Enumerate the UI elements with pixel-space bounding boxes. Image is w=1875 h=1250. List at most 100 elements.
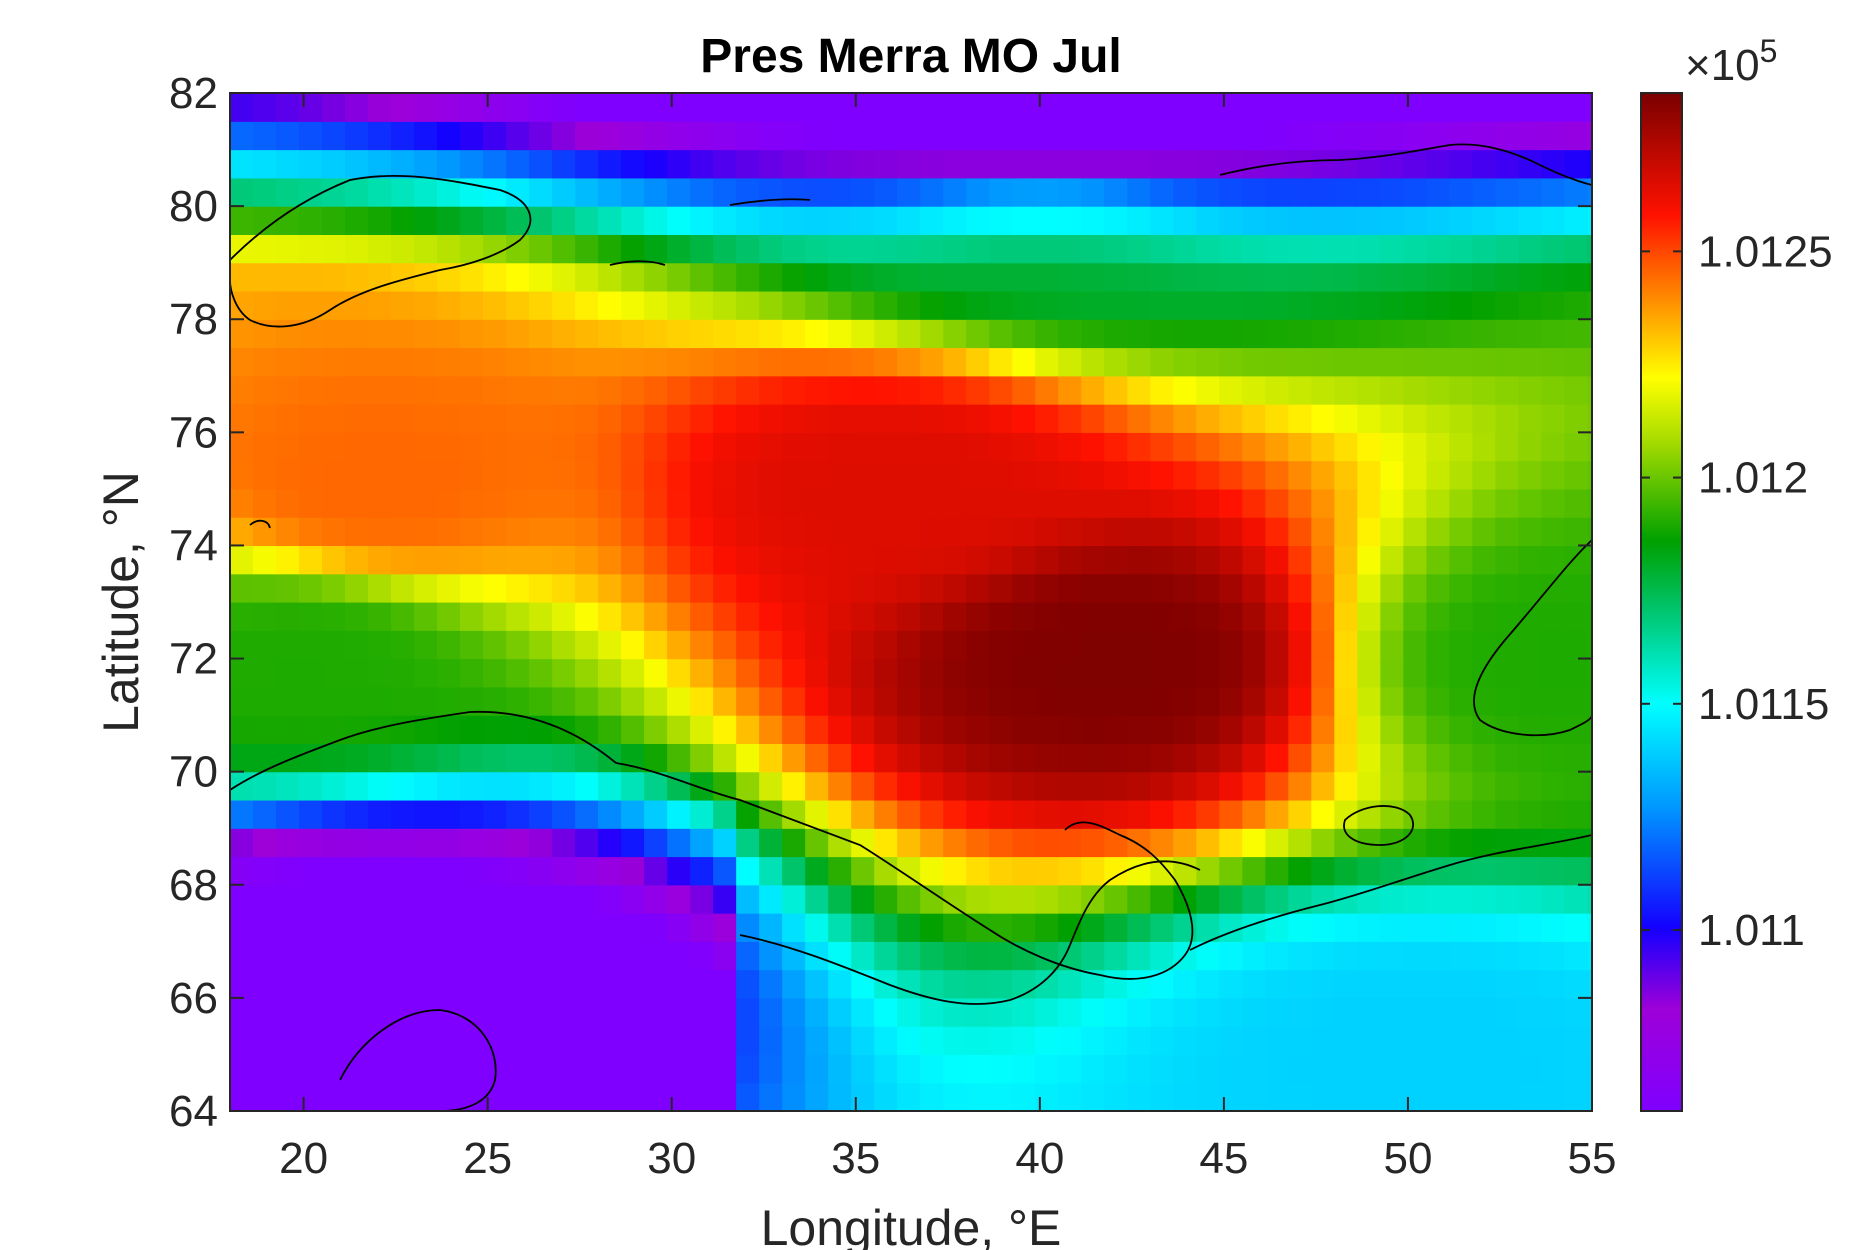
heatmap-cell <box>1495 573 1519 603</box>
heatmap-cell <box>483 460 507 490</box>
heatmap-cell <box>1219 234 1243 264</box>
heatmap-cell <box>1081 913 1105 942</box>
heatmap-cell <box>276 545 300 575</box>
heatmap-cell <box>1518 715 1542 744</box>
heatmap-cell <box>713 206 737 235</box>
heatmap-cell <box>966 347 990 377</box>
heatmap-cell <box>943 771 967 801</box>
heatmap-cell <box>989 1082 1013 1111</box>
heatmap-cell <box>1357 234 1381 264</box>
heatmap-cell <box>1265 121 1289 151</box>
heatmap-cell <box>713 602 737 631</box>
heatmap-cell <box>1219 828 1243 858</box>
heatmap-cell <box>943 573 967 603</box>
heatmap-cell <box>276 1082 300 1111</box>
heatmap-cell <box>943 177 967 207</box>
heatmap-cell <box>805 93 829 122</box>
heatmap-cell <box>805 715 829 744</box>
heatmap-cell <box>782 969 806 999</box>
heatmap-cell <box>460 573 484 603</box>
heatmap-cell <box>1104 1082 1128 1111</box>
coastline-island-north <box>729 198 811 206</box>
heatmap-cell <box>460 347 484 377</box>
heatmap-cell <box>989 347 1013 377</box>
heatmap-cell <box>920 884 944 914</box>
heatmap-cell <box>437 404 461 433</box>
heatmap-cell <box>1541 488 1565 518</box>
heatmap-cell <box>1518 177 1542 207</box>
coastline-novaya-zemlya <box>1473 539 1592 737</box>
heatmap-cell <box>414 375 438 405</box>
heatmap-cell <box>644 1054 668 1084</box>
heatmap-cell <box>368 686 392 716</box>
heatmap-cell <box>1564 1026 1588 1056</box>
heatmap-cell <box>598 319 622 349</box>
heatmap-cell <box>1541 93 1565 122</box>
heatmap-cell <box>460 913 484 942</box>
heatmap-cell <box>1357 658 1381 688</box>
heatmap-cell <box>1541 290 1565 320</box>
heatmap-cell <box>460 319 484 349</box>
heatmap-cell <box>368 913 392 942</box>
heatmap-cell <box>782 177 806 207</box>
heatmap-cell <box>1173 347 1197 377</box>
heatmap-cell <box>759 404 783 433</box>
heatmap-cell <box>805 432 829 462</box>
heatmap-cell <box>828 290 852 320</box>
heatmap-cell <box>276 856 300 886</box>
heatmap-cell <box>414 715 438 744</box>
heatmap-cell <box>1058 488 1082 518</box>
heatmap-cell <box>1242 262 1266 292</box>
heatmap-cell <box>230 432 254 462</box>
heatmap-cell <box>667 517 691 547</box>
heatmap-cell <box>828 1082 852 1111</box>
heatmap-cell <box>598 630 622 660</box>
heatmap-cell <box>897 234 921 264</box>
heatmap-cell <box>1196 290 1220 320</box>
heatmap-cell <box>460 715 484 744</box>
heatmap-cell <box>1495 1026 1519 1056</box>
heatmap-cell <box>644 460 668 490</box>
heatmap-cell <box>253 347 277 377</box>
heatmap-cell <box>368 969 392 999</box>
heatmap-cell <box>1288 913 1312 942</box>
heatmap-cell <box>989 545 1013 575</box>
heatmap-cell <box>966 913 990 942</box>
heatmap-cell <box>1357 743 1381 773</box>
heatmap-cell <box>483 743 507 773</box>
heatmap-cell <box>621 93 645 122</box>
heatmap-cell <box>368 573 392 603</box>
heatmap-cells <box>230 93 1592 1111</box>
heatmap-cell <box>828 206 852 235</box>
heatmap-cell <box>621 828 645 858</box>
heatmap-cell <box>345 799 369 829</box>
heatmap-cell <box>253 375 277 405</box>
heatmap-cell <box>1219 1082 1243 1111</box>
heatmap-cell <box>1564 347 1588 377</box>
heatmap-cell <box>1127 121 1151 151</box>
heatmap-cell <box>1288 997 1312 1027</box>
heatmap-cell <box>966 969 990 999</box>
heatmap-cell <box>1449 686 1473 716</box>
heatmap-cell <box>920 290 944 320</box>
heatmap-cell <box>851 799 875 829</box>
heatmap-cell <box>1541 969 1565 999</box>
heatmap-cell <box>230 743 254 773</box>
heatmap-cell <box>667 545 691 575</box>
heatmap-cell <box>621 234 645 264</box>
heatmap-cell <box>989 517 1013 547</box>
heatmap-cell <box>1472 234 1496 264</box>
heatmap-cell <box>460 686 484 716</box>
heatmap-cell <box>1403 799 1427 829</box>
heatmap-cell <box>851 884 875 914</box>
heatmap-cell <box>1219 545 1243 575</box>
heatmap-cell <box>1035 93 1059 122</box>
heatmap-cell <box>874 375 898 405</box>
heatmap-cell <box>1495 771 1519 801</box>
heatmap-cell <box>805 573 829 603</box>
heatmap-cell <box>1311 828 1335 858</box>
heatmap-cell <box>1334 573 1358 603</box>
heatmap-cell <box>1380 206 1404 235</box>
heatmap-cell <box>1288 743 1312 773</box>
heatmap-cell <box>667 969 691 999</box>
